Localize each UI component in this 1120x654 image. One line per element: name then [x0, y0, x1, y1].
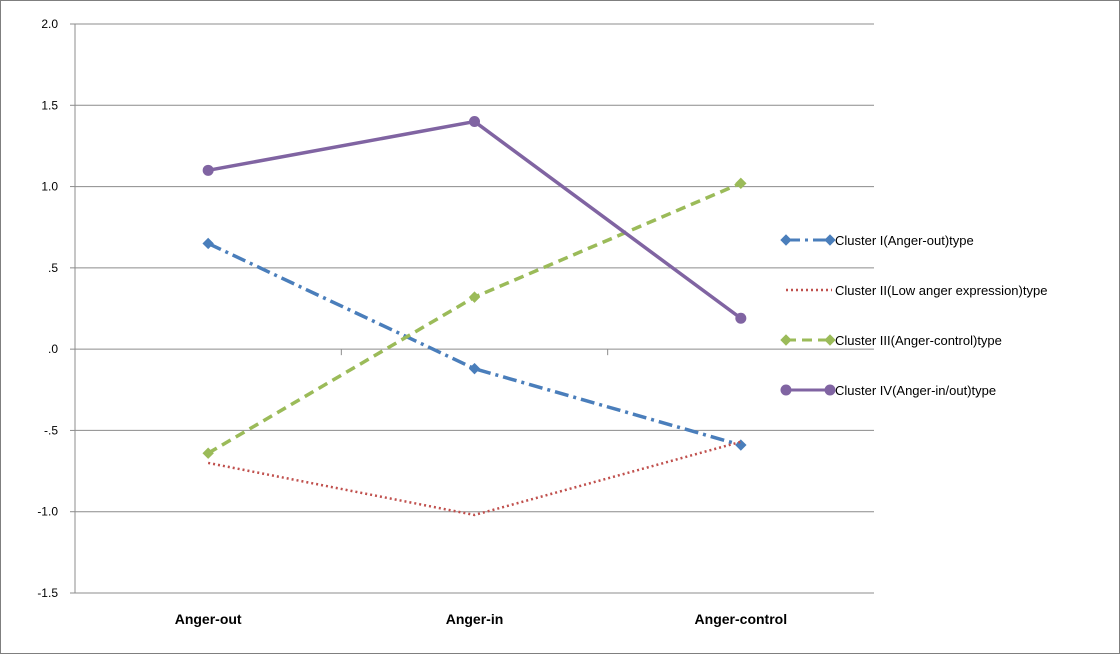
- series-3: [202, 177, 747, 459]
- series-4: [202, 116, 747, 324]
- legend: Cluster I(Anger-out)type Cluster II(Low a…: [780, 233, 1047, 398]
- legend-item-3: Cluster III(Anger-control)type: [780, 333, 1002, 348]
- series-2: [207, 440, 742, 517]
- series-line: [207, 440, 742, 517]
- legend-item-2: Cluster II(Low anger expression)type: [786, 283, 1047, 298]
- x-axis-ticks: Anger-out Anger-in Anger-control: [175, 611, 787, 627]
- data-point-marker: [824, 234, 836, 246]
- y-tick-label: -1.0: [37, 505, 58, 519]
- data-point-marker: [468, 291, 481, 303]
- legend-label: Cluster II(Low anger expression)type: [835, 283, 1047, 298]
- y-tick-label: -.5: [44, 423, 58, 437]
- data-point-marker: [202, 447, 214, 459]
- data-point-marker: [202, 164, 214, 176]
- x-tick-label: Anger-in: [446, 611, 504, 627]
- data-point-marker: [202, 237, 214, 250]
- data-point-marker: [824, 334, 836, 346]
- data-point-marker: [735, 439, 747, 451]
- legend-label: Cluster III(Anger-control)type: [835, 333, 1002, 348]
- x-tick-label: Anger-out: [175, 611, 242, 627]
- data-point-marker: [735, 177, 747, 190]
- data-point-marker: [735, 312, 747, 324]
- series-1: [202, 237, 747, 451]
- y-tick-label: 1.0: [41, 180, 58, 194]
- y-tick-label: .5: [48, 261, 58, 275]
- axes: [70, 23, 874, 594]
- series-line: [207, 241, 742, 447]
- y-tick-label: -1.5: [37, 586, 58, 600]
- data-point-marker: [469, 116, 480, 128]
- legend-item-4: Cluster IV(Anger-in/out)type: [780, 383, 996, 398]
- data-point-marker: [780, 234, 792, 246]
- data-point-marker: [824, 384, 836, 396]
- data-point-marker: [780, 384, 792, 396]
- x-tick-label: Anger-control: [695, 611, 788, 627]
- data-point-marker: [468, 362, 481, 375]
- legend-label: Cluster IV(Anger-in/out)type: [835, 383, 996, 398]
- y-tick-label: 1.5: [41, 98, 58, 112]
- y-tick-label: 2.0: [41, 17, 58, 31]
- series-line: [207, 119, 742, 320]
- series-line: [207, 181, 742, 455]
- series-layer: [202, 116, 747, 517]
- legend-item-1: Cluster I(Anger-out)type: [780, 233, 974, 248]
- y-axis-ticks: 2.0 1.5 1.0 .5 .0 -.5 -1.0 -1.5: [37, 17, 58, 600]
- y-tick-label: .0: [48, 342, 58, 356]
- grid-lines: [75, 23, 874, 513]
- data-point-marker: [780, 334, 792, 346]
- legend-label: Cluster I(Anger-out)type: [835, 233, 974, 248]
